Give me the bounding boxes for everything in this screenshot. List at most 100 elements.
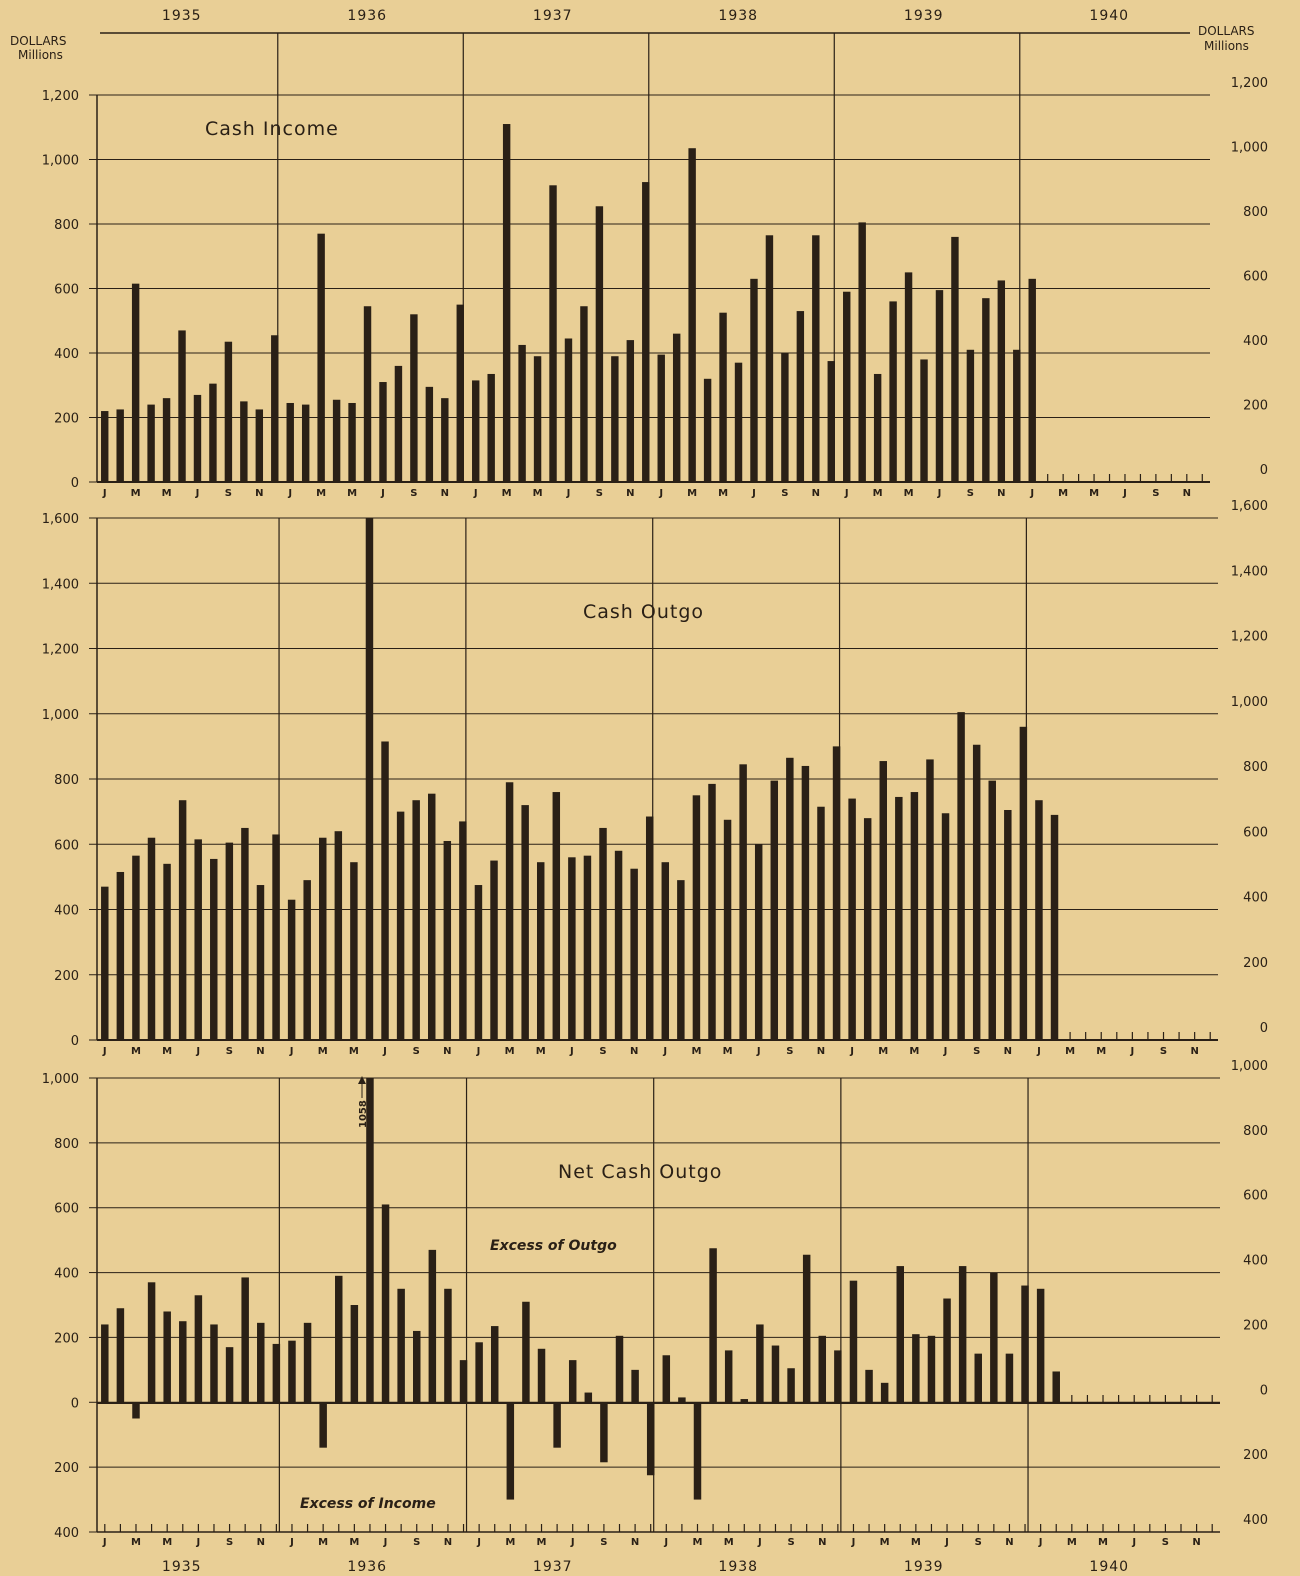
bar (1050, 814, 1059, 1040)
bar (734, 362, 743, 482)
bar (490, 860, 498, 1040)
bar (827, 361, 835, 482)
bar (381, 1204, 390, 1403)
bar (132, 1402, 140, 1419)
month-label: M (162, 1537, 172, 1548)
month-label: M (318, 1046, 328, 1057)
year-label-top: 1940 (1089, 8, 1129, 24)
y-tick-label-left: 200 (54, 969, 79, 984)
y-tick-label-left: 800 (54, 1137, 79, 1152)
month-label: S (1160, 1046, 1167, 1057)
bar (739, 764, 747, 1040)
month-label: M (505, 1046, 515, 1057)
bar (147, 837, 156, 1040)
bar (163, 863, 171, 1040)
month-label: M (911, 1537, 921, 1548)
month-label: J (1029, 488, 1034, 499)
month-label: S (786, 1046, 793, 1057)
unit-right-line1: DOLLARS (1198, 24, 1255, 38)
panels-layer: 0 0 200 200 400 400 600 600 800 800 1,000 1,000 1,20… (42, 8, 1268, 1575)
bar (475, 1342, 483, 1403)
month-label: M (1067, 1537, 1077, 1548)
month-label: M (349, 1537, 359, 1548)
month-label: S (787, 1537, 794, 1548)
y-tick-label-right: 1,200 (1231, 630, 1268, 645)
month-label: M (347, 488, 357, 499)
month-label: S (413, 1046, 420, 1057)
month-label: J (102, 1537, 107, 1548)
year-label-top: 1937 (533, 8, 573, 24)
y-tick-label-right: 1,000 (1231, 695, 1268, 710)
bar (599, 827, 607, 1040)
bar (564, 338, 573, 482)
bar (147, 404, 155, 482)
month-label: J (195, 488, 200, 499)
month-label: N (443, 1046, 451, 1057)
month-label: J (383, 1537, 388, 1548)
bar (101, 411, 109, 482)
bar (303, 1322, 312, 1403)
y-tick-label-right: 800 (1243, 205, 1268, 220)
month-label: J (102, 488, 107, 499)
bar (642, 182, 650, 482)
month-label: J (937, 488, 942, 499)
panel-title: Net Cash Outgo (558, 1161, 722, 1183)
month-label: M (502, 488, 512, 499)
panel-1: 0 0 200 200 400 400 600 600 800 800 1,000 1,000 1,20… (42, 76, 1268, 499)
month-label: J (289, 1046, 294, 1057)
month-label: J (662, 1046, 667, 1057)
y-tick-label-left: 1,200 (42, 89, 79, 104)
month-label: M (318, 1537, 328, 1548)
month-label: S (975, 1537, 982, 1548)
bar (521, 805, 529, 1040)
y-tick-label-left: 800 (54, 773, 79, 788)
month-label: S (1162, 1537, 1169, 1548)
bar (611, 356, 619, 482)
bar (1004, 809, 1012, 1040)
bar (724, 1350, 733, 1403)
month-label: J (658, 488, 663, 499)
month-label: N (1005, 1537, 1013, 1548)
bar (1036, 1288, 1045, 1403)
bar (997, 280, 1006, 482)
bar (580, 306, 588, 482)
bar (428, 1249, 437, 1403)
unit-left-line1: DOLLARS (10, 34, 67, 48)
bar (645, 816, 654, 1040)
month-label: M (1096, 1046, 1106, 1057)
bar (858, 222, 866, 482)
month-label: M (909, 1046, 919, 1057)
bar (397, 1288, 405, 1403)
bar (615, 1335, 624, 1403)
month-label: J (756, 1046, 761, 1057)
bar (335, 1275, 343, 1403)
month-label: M (878, 1046, 888, 1057)
bar (935, 290, 944, 482)
bar (770, 780, 779, 1040)
bar (425, 386, 434, 482)
bar (693, 1402, 702, 1500)
bar (756, 1324, 764, 1403)
y-tick-label-left: 600 (54, 283, 79, 298)
bar (843, 291, 851, 482)
bar (631, 1369, 639, 1403)
bar (920, 359, 928, 482)
y-tick-label-right: 200 (1243, 399, 1268, 414)
bar (194, 839, 202, 1040)
month-label: J (195, 1046, 200, 1057)
bar (678, 1397, 686, 1403)
month-label: J (751, 488, 756, 499)
bar (801, 765, 810, 1040)
year-label-bottom: 1936 (347, 1559, 387, 1575)
month-label: N (257, 1537, 265, 1548)
month-label: M (1089, 488, 1099, 499)
bar (456, 304, 464, 482)
bar (537, 1348, 546, 1403)
bar (381, 741, 389, 1040)
panel-2: 0 0 200 200 400 400 600 600 800 800 1,000 1,000 1,20… (42, 499, 1268, 1057)
bar (428, 793, 436, 1040)
month-label: J (382, 1046, 387, 1057)
month-label: J (380, 488, 385, 499)
y-tick-label-left: 200 (54, 412, 79, 427)
y-tick-label-right: 600 (1243, 825, 1268, 840)
